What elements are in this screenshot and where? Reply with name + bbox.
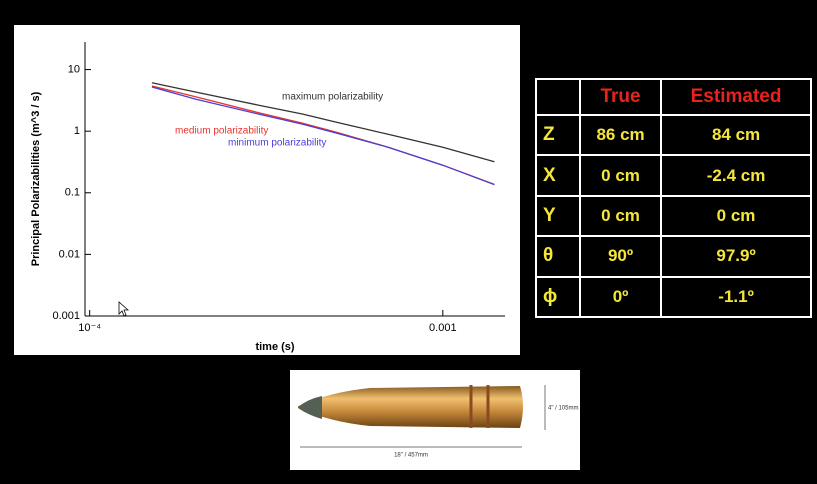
cell: X	[535, 154, 581, 197]
length-label: 18" / 457mm	[394, 453, 428, 459]
cell: 86 cm	[578, 113, 663, 157]
cell: 97.9º	[660, 235, 812, 278]
table-header: True Estimated	[535, 78, 812, 116]
cell: Z	[535, 113, 581, 157]
series-line	[151, 86, 495, 186]
cell: 0 cm	[578, 154, 663, 197]
projectile	[298, 386, 523, 428]
cell: 0 cm	[578, 194, 663, 238]
cell: 84 cm	[660, 113, 812, 157]
cell: 0º	[578, 275, 663, 319]
series-line	[151, 82, 495, 163]
header-cell: Estimated	[660, 78, 812, 116]
table-row: ϕ 0º -1.1º	[535, 275, 812, 319]
series-label: maximum polarizability	[282, 92, 383, 103]
y-tick-label: 10	[68, 63, 80, 75]
cell: 90º	[578, 235, 663, 278]
cell: ϕ	[535, 275, 581, 319]
cursor	[118, 301, 130, 317]
y-tick-label: 0.01	[59, 248, 80, 260]
series-label: medium polarizability	[175, 126, 268, 137]
series-label: minimum polarizability	[228, 138, 326, 149]
x-tick-label: 0.001	[429, 322, 457, 334]
cell: Y	[535, 194, 581, 238]
cell: 0 cm	[660, 194, 812, 238]
diameter-label: 4" / 105mm	[548, 406, 578, 412]
cell: -2.4 cm	[660, 154, 812, 197]
cell: θ	[535, 235, 581, 278]
y-axis-label: Principal Polarizabilities (m^3 / s)	[30, 91, 42, 266]
table-row: θ 90º 97.9º	[535, 235, 812, 278]
header-cell	[535, 78, 581, 116]
y-tick-label: 0.1	[65, 187, 80, 199]
y-tick-label: 1	[74, 125, 80, 137]
x-axis-label: time (s)	[255, 341, 294, 353]
cell: -1.1º	[660, 275, 812, 319]
projectile-tip	[298, 396, 322, 419]
chart-panel	[14, 25, 520, 355]
x-tick-label: 10⁻⁴	[78, 322, 101, 334]
y-tick-label: 0.001	[52, 310, 80, 322]
table-row: Z 86 cm 84 cm	[535, 113, 812, 157]
header-cell: True	[578, 78, 663, 116]
